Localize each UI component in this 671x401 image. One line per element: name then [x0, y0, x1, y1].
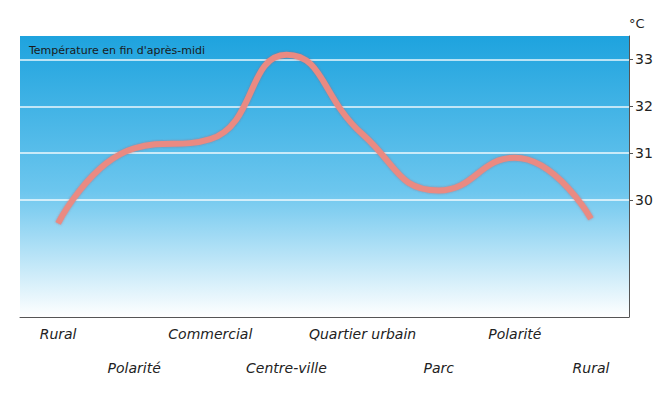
- svg-text:Polarité: Polarité: [108, 360, 162, 376]
- svg-text:Température en fin d'après-mid: Température en fin d'après-midi: [28, 44, 205, 57]
- svg-text:31: 31: [635, 145, 653, 161]
- svg-text:32: 32: [635, 98, 653, 114]
- svg-text:Parc: Parc: [423, 360, 454, 376]
- svg-text:Polarité: Polarité: [488, 326, 542, 342]
- svg-text:33: 33: [635, 51, 653, 67]
- svg-text:Centre-ville: Centre-ville: [246, 360, 327, 376]
- svg-text:°C: °C: [629, 16, 645, 31]
- svg-text:Commercial: Commercial: [168, 326, 252, 342]
- svg-text:Quartier urbain: Quartier urbain: [309, 326, 416, 342]
- svg-text:Rural: Rural: [573, 360, 610, 376]
- svg-text:30: 30: [635, 192, 653, 208]
- svg-text:Rural: Rural: [40, 326, 77, 342]
